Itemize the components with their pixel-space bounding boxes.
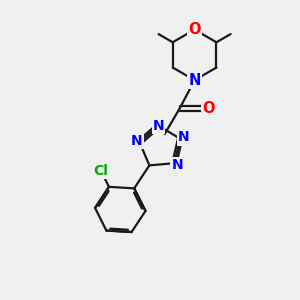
Text: Cl: Cl xyxy=(94,164,108,178)
Text: O: O xyxy=(202,101,215,116)
Text: N: N xyxy=(178,130,190,145)
Text: N: N xyxy=(131,134,142,148)
Text: N: N xyxy=(172,158,183,172)
Text: N: N xyxy=(188,73,201,88)
Text: O: O xyxy=(188,22,201,37)
Text: N: N xyxy=(153,119,164,133)
